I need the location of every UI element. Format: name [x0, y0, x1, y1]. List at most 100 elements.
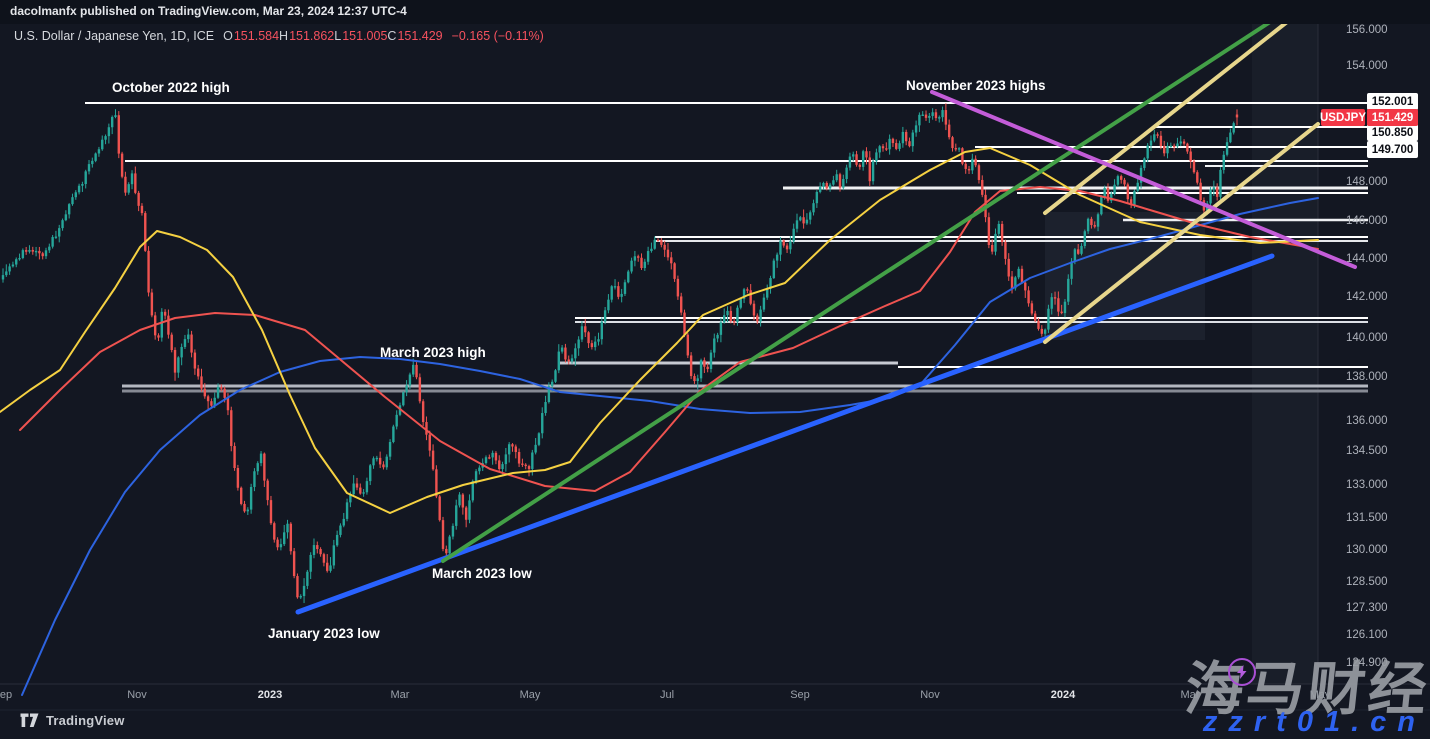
candle-body [34, 250, 38, 253]
tradingview-logo-text: TradingView [46, 713, 125, 728]
candle-body [954, 148, 957, 150]
candle-body [120, 153, 124, 177]
candle-body [425, 422, 428, 435]
candle-body [61, 220, 64, 229]
candle-body [931, 112, 934, 116]
candle-body [828, 184, 832, 189]
candle-body [531, 452, 534, 469]
candle-body [249, 486, 253, 510]
candle-body [431, 450, 435, 470]
candle-body [703, 360, 706, 367]
candle-body [736, 307, 739, 323]
candle-body [230, 410, 233, 447]
candle-body [1020, 268, 1024, 283]
candle-body [31, 249, 34, 252]
downtrend-line-purple[interactable] [930, 90, 1357, 269]
price-tick-label: 124.900 [1346, 657, 1388, 669]
candle-body [342, 518, 345, 526]
candle-body [511, 444, 514, 447]
candle-body [729, 310, 733, 322]
uptrend-line-green[interactable] [441, 20, 1272, 563]
candle-body [507, 444, 511, 455]
candle-body [378, 457, 382, 465]
candle-body [448, 536, 451, 554]
candle-body [957, 148, 961, 150]
candle-body [101, 139, 104, 150]
candle-body [1033, 313, 1037, 321]
chart-annotation: March 2023 high [380, 345, 486, 360]
candle-body [147, 250, 150, 293]
candle-body [1070, 261, 1073, 279]
candle-body [742, 289, 746, 299]
price-level-badge: 149.700 [1367, 141, 1418, 158]
candle-body [567, 359, 570, 362]
candle-body [845, 167, 848, 180]
candle-body [1212, 187, 1216, 190]
support-trendline-blue[interactable] [295, 253, 1275, 615]
price-tick-label: 128.500 [1346, 576, 1388, 588]
time-tick-label: 2024 [1050, 689, 1076, 701]
candle-body [299, 596, 302, 598]
candle-body [928, 115, 931, 118]
candle-body [484, 457, 488, 464]
candle-body [286, 523, 289, 533]
candle-body [1146, 145, 1149, 159]
candle-body [41, 253, 44, 257]
candle-body [233, 446, 236, 468]
candle-body [584, 326, 587, 333]
candle-body [445, 548, 448, 554]
candle-body [858, 164, 862, 167]
candle-body [349, 494, 352, 503]
symbol-name-badge: USDJPY [1320, 109, 1366, 126]
candle-body [312, 545, 316, 555]
channel-upper-khaki[interactable] [1043, 20, 1289, 215]
candle-body [782, 240, 785, 246]
candle-body [38, 250, 41, 254]
top-strip [0, 0, 1430, 24]
candle-body [908, 141, 911, 147]
time-tick-label: 2023 [257, 689, 283, 701]
candle-body [58, 228, 61, 237]
candle-body [746, 289, 749, 291]
candle-body [607, 299, 610, 311]
candle-body [603, 310, 607, 322]
candle-body [263, 453, 266, 481]
candle-body [478, 467, 481, 472]
candle-body [656, 239, 660, 242]
candle-body [332, 545, 336, 566]
candle-body [1060, 311, 1063, 314]
price-tick-label: 142.000 [1346, 291, 1388, 303]
candle-body [157, 335, 160, 338]
candle-body [1053, 297, 1057, 299]
candle-body [501, 464, 504, 470]
candle-body [593, 341, 597, 348]
candle-body [924, 114, 928, 118]
candle-body [914, 125, 918, 133]
tradingview-logo[interactable]: TradingView [20, 713, 125, 728]
candle-body [610, 286, 613, 300]
candle-body [895, 143, 898, 149]
candle-body [1199, 182, 1202, 201]
candle-body [458, 494, 461, 506]
candle-body [789, 241, 792, 250]
candle-body [1196, 172, 1199, 183]
candle-body [418, 377, 422, 402]
candle-body [316, 545, 319, 550]
candle-body [243, 503, 246, 512]
candle-body [15, 259, 18, 265]
candle-body [51, 237, 54, 247]
candle-body [660, 240, 663, 245]
candle-body [1063, 301, 1067, 314]
candle-body [1030, 303, 1034, 314]
candle-body [726, 310, 729, 316]
chart-annotation: January 2023 low [268, 626, 380, 641]
candle-body [941, 110, 944, 118]
ohlc-values: O 151.584 H 151.862 L 151.005 C 151.429 [223, 29, 443, 43]
symbol-header[interactable]: U.S. Dollar / Japanese Yen, 1D, ICE O 151… [14, 27, 544, 45]
candle-body [193, 352, 197, 369]
candle-body [600, 321, 604, 340]
channel-lower-khaki[interactable] [1043, 122, 1320, 344]
candle-body [795, 220, 799, 229]
candle-body [1113, 184, 1116, 194]
